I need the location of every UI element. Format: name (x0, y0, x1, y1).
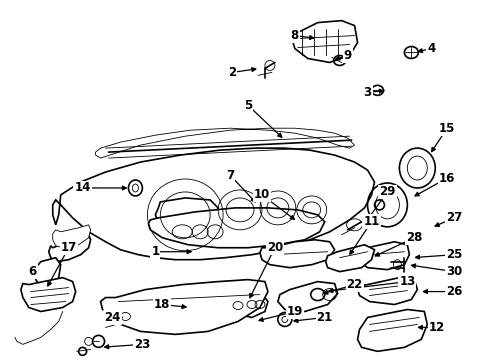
Text: 21: 21 (317, 311, 333, 324)
Polygon shape (292, 21, 358, 62)
Polygon shape (358, 278, 417, 305)
Text: 13: 13 (399, 275, 416, 288)
Polygon shape (53, 225, 91, 248)
Text: 22: 22 (346, 278, 363, 291)
Text: 2: 2 (228, 66, 236, 79)
Text: 10: 10 (254, 188, 270, 202)
Text: 18: 18 (154, 298, 171, 311)
Text: 23: 23 (134, 338, 150, 351)
Text: 28: 28 (406, 231, 422, 244)
Text: 8: 8 (291, 29, 299, 42)
Text: 12: 12 (429, 321, 445, 334)
Polygon shape (21, 278, 75, 311)
Text: 16: 16 (439, 171, 455, 185)
Text: 5: 5 (244, 99, 252, 112)
Text: 27: 27 (446, 211, 462, 224)
Polygon shape (278, 282, 338, 311)
Text: 11: 11 (364, 215, 380, 228)
Polygon shape (358, 310, 427, 351)
Text: 20: 20 (267, 241, 283, 254)
Text: 17: 17 (61, 241, 77, 254)
Polygon shape (260, 240, 335, 268)
Polygon shape (155, 198, 218, 228)
Text: 3: 3 (364, 86, 371, 99)
Polygon shape (36, 258, 61, 288)
Text: 15: 15 (439, 122, 455, 135)
Text: 29: 29 (379, 185, 395, 198)
Polygon shape (100, 280, 268, 334)
Text: 7: 7 (226, 168, 234, 181)
Text: 19: 19 (287, 305, 303, 318)
Text: 30: 30 (446, 265, 462, 278)
Polygon shape (225, 292, 268, 318)
Text: 14: 14 (74, 181, 91, 194)
Text: 26: 26 (446, 285, 463, 298)
Text: 6: 6 (29, 265, 37, 278)
Polygon shape (49, 235, 91, 262)
Polygon shape (326, 245, 374, 272)
Text: 9: 9 (343, 49, 352, 62)
Polygon shape (53, 148, 374, 260)
Text: 1: 1 (151, 245, 159, 258)
Text: 24: 24 (104, 311, 121, 324)
Text: 4: 4 (427, 42, 436, 55)
Polygon shape (148, 208, 325, 248)
Text: 25: 25 (446, 248, 463, 261)
Polygon shape (360, 242, 409, 270)
Polygon shape (96, 128, 355, 158)
